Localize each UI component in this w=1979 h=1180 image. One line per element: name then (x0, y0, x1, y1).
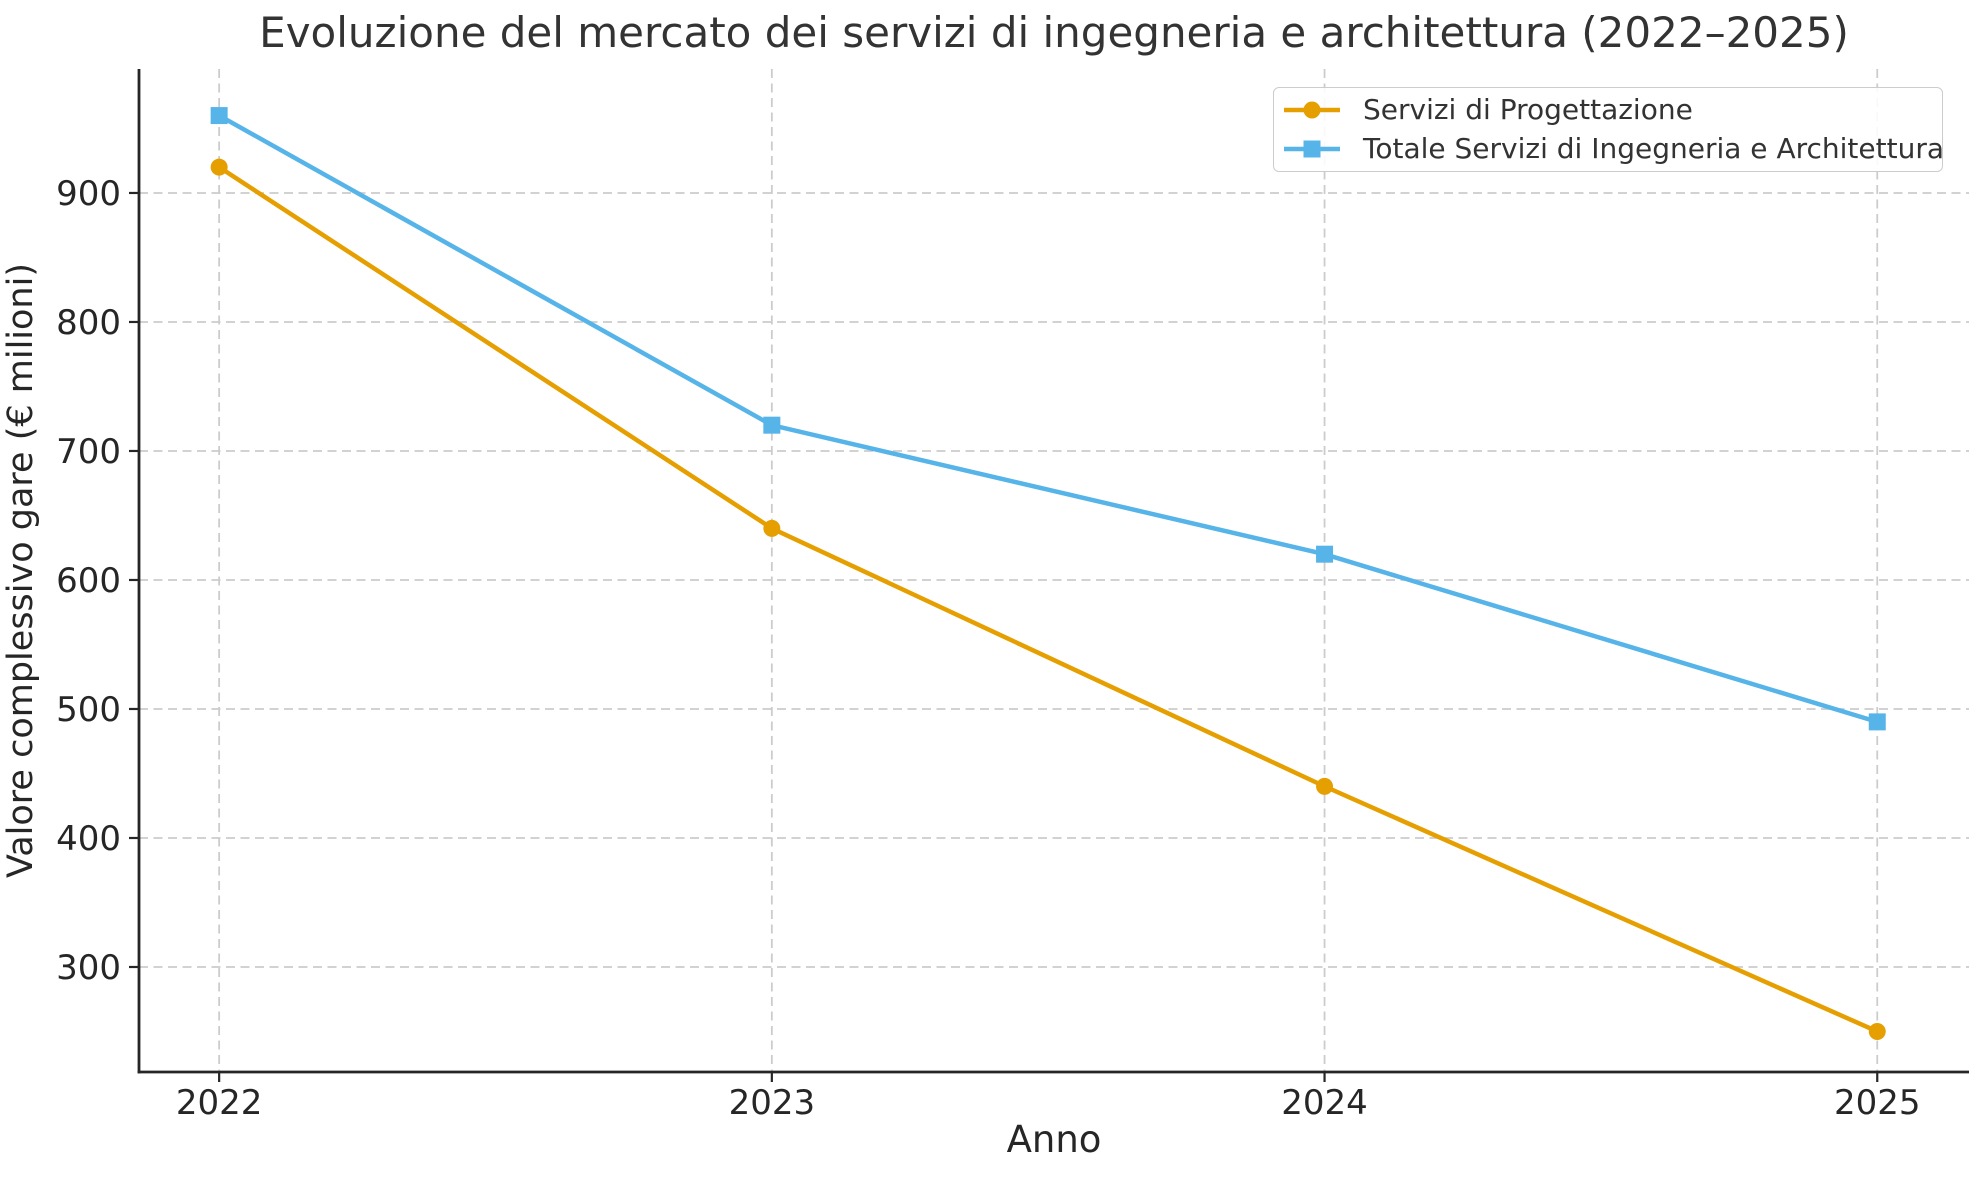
legend-swatch-square (1284, 140, 1340, 157)
series-line (216, 113, 1880, 725)
data-point-circle (763, 519, 781, 537)
legend-swatch-circle (1284, 101, 1340, 118)
legend-item-servizi-di-progettazione: Servizi di Progettazione (1281, 90, 1932, 129)
chart-legend: Servizi di Progettazione Totale Servizi … (1273, 87, 1944, 172)
data-point-circle (1868, 1022, 1886, 1040)
legend-square-marker-icon (1303, 140, 1321, 157)
y-tick-label: 900 (56, 174, 121, 214)
legend-circle-marker-icon (1303, 101, 1321, 118)
data-point-square (1868, 713, 1886, 731)
series-line (216, 164, 1880, 1034)
y-tick-label: 500 (56, 690, 121, 730)
y-tick-label: 300 (56, 948, 121, 988)
y-tick-label: 600 (56, 561, 121, 601)
y-tick-label: 400 (56, 819, 121, 859)
x-tick-label: 2022 (176, 1083, 263, 1123)
y-tick-label: 800 (56, 303, 121, 343)
y-tick-label: 700 (56, 432, 121, 472)
x-tick-label: 2025 (1834, 1083, 1921, 1123)
data-point-square (763, 416, 781, 434)
data-point-circle (210, 158, 228, 176)
legend-label: Servizi di Progettazione (1363, 93, 1693, 126)
chart-title: Evoluzione del mercato dei servizi di in… (259, 8, 1849, 57)
y-axis-title: Valore complessivo gare (€ milioni) (1, 263, 41, 878)
data-point-square (210, 107, 228, 125)
x-tick-label: 2024 (1281, 1083, 1368, 1123)
data-point-square (1316, 545, 1334, 563)
x-axis-title: Anno (1007, 1118, 1102, 1161)
x-tick-label: 2023 (729, 1083, 816, 1123)
legend-label: Totale Servizi di Ingegneria e Architett… (1363, 132, 1944, 165)
data-point-circle (1316, 777, 1334, 795)
legend-item-totale-servizi: Totale Servizi di Ingegneria e Architett… (1281, 129, 1944, 168)
